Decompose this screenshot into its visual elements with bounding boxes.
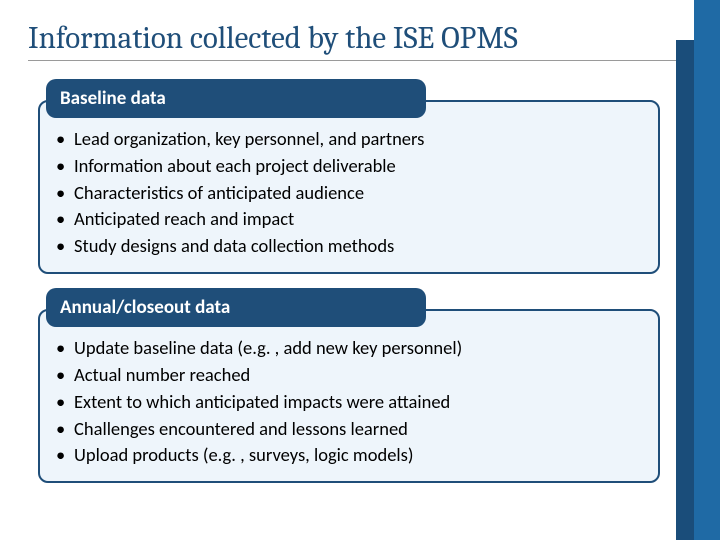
content-area: Baseline data Lead organization, key per… [0,61,720,483]
section-annual: Annual/closeout data Update baseline dat… [38,288,660,483]
bullet-item: Upload products (e.g. , surveys, logic m… [56,442,642,469]
section-body-annual: Update baseline data (e.g. , add new key… [38,309,660,483]
slide-title: Information collected by the ISE OPMS [0,0,720,60]
bullet-item: Study designs and data collection method… [56,233,642,260]
bullet-item: Lead organization, key personnel, and pa… [56,126,642,153]
section-header-baseline: Baseline data [46,79,426,118]
accent-bar-inner [676,40,694,540]
bullet-item: Characteristics of anticipated audience [56,180,642,207]
bullet-item: Anticipated reach and impact [56,206,642,233]
bullet-item: Update baseline data (e.g. , add new key… [56,335,642,362]
section-header-annual: Annual/closeout data [46,288,426,327]
bullet-item: Information about each project deliverab… [56,153,642,180]
accent-bar-outer [694,0,720,540]
section-baseline: Baseline data Lead organization, key per… [38,79,660,274]
bullet-item: Actual number reached [56,362,642,389]
bullet-item: Extent to which anticipated impacts were… [56,389,642,416]
bullet-item: Challenges encountered and lessons learn… [56,416,642,443]
section-body-baseline: Lead organization, key personnel, and pa… [38,100,660,274]
